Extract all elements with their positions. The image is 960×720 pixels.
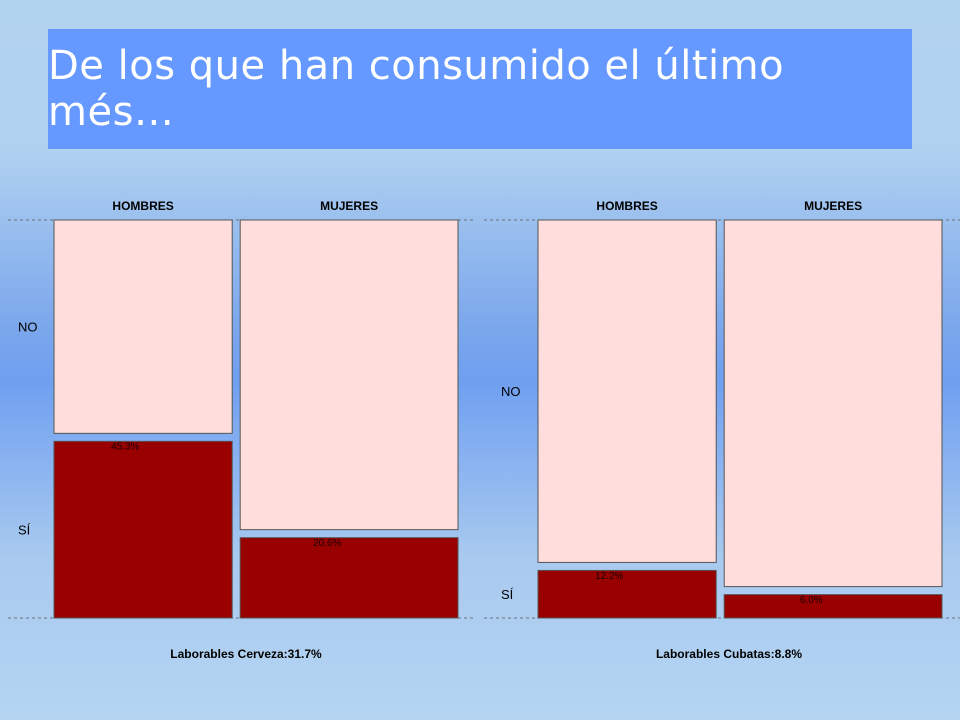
mosaic-si-mujeres <box>239 537 459 619</box>
chart-caption: Laborables Cubatas:8.8% <box>656 647 802 661</box>
chart-cubatas: 12.2% HOMBRES 6.0% MUJERES NO SÍ Laborables Cu… <box>484 199 960 661</box>
column-label-mujeres: MUJERES <box>320 199 378 213</box>
mosaic-no-hombres <box>537 219 717 563</box>
chart-caption: Laborables Cerveza:31.7% <box>170 647 322 661</box>
chart-cerveza: 45.3% HOMBRES 20.6% MUJERES NO SÍ Laborables C… <box>8 199 476 661</box>
mosaic-no-mujeres <box>723 219 943 588</box>
pct-label: 12.2% <box>595 571 623 582</box>
mosaic-si-hombres <box>53 440 233 619</box>
row-label-no: NO <box>501 384 521 399</box>
mosaic-si-mujeres <box>723 594 943 619</box>
slide-title: De los que han consumido el último més… <box>48 43 785 135</box>
mosaic-no-mujeres <box>239 219 459 531</box>
row-label-si: SÍ <box>501 587 514 602</box>
row-label-no: NO <box>18 320 38 335</box>
column-label-mujeres: MUJERES <box>804 199 862 213</box>
mosaic-no-hombres <box>53 219 233 434</box>
title-banner: De los que han consumido el último més… <box>48 29 912 149</box>
mosaic-si-hombres <box>537 569 717 619</box>
pct-label: 45.3% <box>111 442 139 453</box>
column-label-hombres: HOMBRES <box>112 199 173 213</box>
column-label-hombres: HOMBRES <box>596 199 657 213</box>
row-label-si: SÍ <box>18 523 31 538</box>
pct-label: 6.0% <box>800 595 823 606</box>
pct-label: 20.6% <box>313 538 341 549</box>
